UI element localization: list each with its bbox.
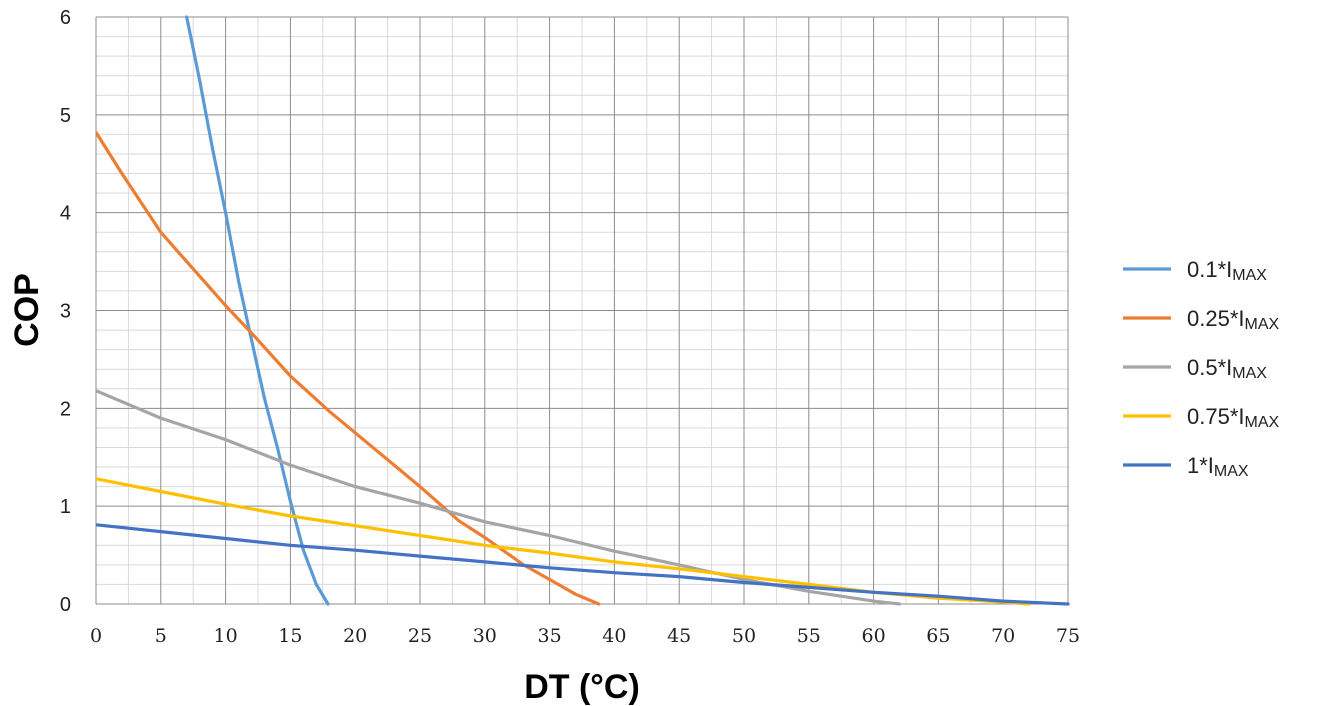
legend-item: 1*IMAX bbox=[1123, 453, 1249, 480]
legend-label: 1*IMAX bbox=[1187, 453, 1249, 480]
x-tick-label: 65 bbox=[926, 625, 950, 647]
x-tick-label: 75 bbox=[1056, 625, 1080, 647]
legend-label: 0.5*IMAX bbox=[1187, 355, 1267, 382]
y-tick-label: 5 bbox=[60, 105, 71, 127]
series-line-2 bbox=[96, 130, 601, 606]
x-tick-label: 60 bbox=[862, 625, 886, 647]
legend-item: 0.25*IMAX bbox=[1123, 306, 1280, 333]
x-tick-label: 5 bbox=[155, 625, 167, 647]
legend-item: 0.5*IMAX bbox=[1123, 355, 1267, 382]
y-tick-label: 3 bbox=[60, 301, 71, 323]
legend-label: 0.1*IMAX bbox=[1187, 257, 1267, 284]
x-tick-label: 20 bbox=[343, 625, 367, 647]
x-tick-label: 50 bbox=[732, 625, 756, 647]
legend: 0.1*IMAX 0.25*IMAX 0.5*IMAX 0.75*IMAX 1*IMAX bbox=[1123, 257, 1280, 480]
x-tick-label: 40 bbox=[602, 625, 626, 647]
series-line-5 bbox=[96, 523, 1070, 606]
x-tick-label: 10 bbox=[214, 625, 238, 647]
y-tick-label: 4 bbox=[60, 203, 71, 225]
y-tick-label: 0 bbox=[60, 594, 71, 616]
y-tick-label: 2 bbox=[60, 398, 71, 420]
x-tick-label: 35 bbox=[538, 625, 562, 647]
y-tick-label: 1 bbox=[60, 496, 71, 518]
legend-item: 0.1*IMAX bbox=[1123, 257, 1267, 284]
series-line-3 bbox=[96, 389, 902, 606]
legend-label: 0.25*IMAX bbox=[1187, 306, 1280, 333]
x-tick-label: 45 bbox=[667, 625, 691, 647]
y-tick-label: 6 bbox=[60, 7, 71, 29]
x-tick-label: 0 bbox=[90, 625, 102, 647]
y-tick-labels: 0 1 2 3 4 5 6 bbox=[60, 7, 71, 616]
major-gridlines bbox=[95, 16, 1069, 605]
x-tick-labels: 0 5 10 15 20 25 30 35 40 45 50 55 60 65 70 75 bbox=[90, 625, 1080, 647]
series-line-1 bbox=[185, 15, 330, 606]
data-series bbox=[96, 15, 1070, 606]
x-tick-label: 25 bbox=[408, 625, 432, 647]
x-tick-label: 70 bbox=[991, 625, 1015, 647]
x-tick-label: 15 bbox=[278, 625, 302, 647]
legend-label: 0.75*IMAX bbox=[1187, 404, 1280, 431]
x-axis-title: DT (°C) bbox=[524, 668, 640, 706]
y-axis-title: COP bbox=[8, 273, 46, 347]
x-tick-label: 55 bbox=[797, 625, 821, 647]
x-tick-label: 30 bbox=[473, 625, 497, 647]
legend-item: 0.75*IMAX bbox=[1123, 404, 1280, 431]
